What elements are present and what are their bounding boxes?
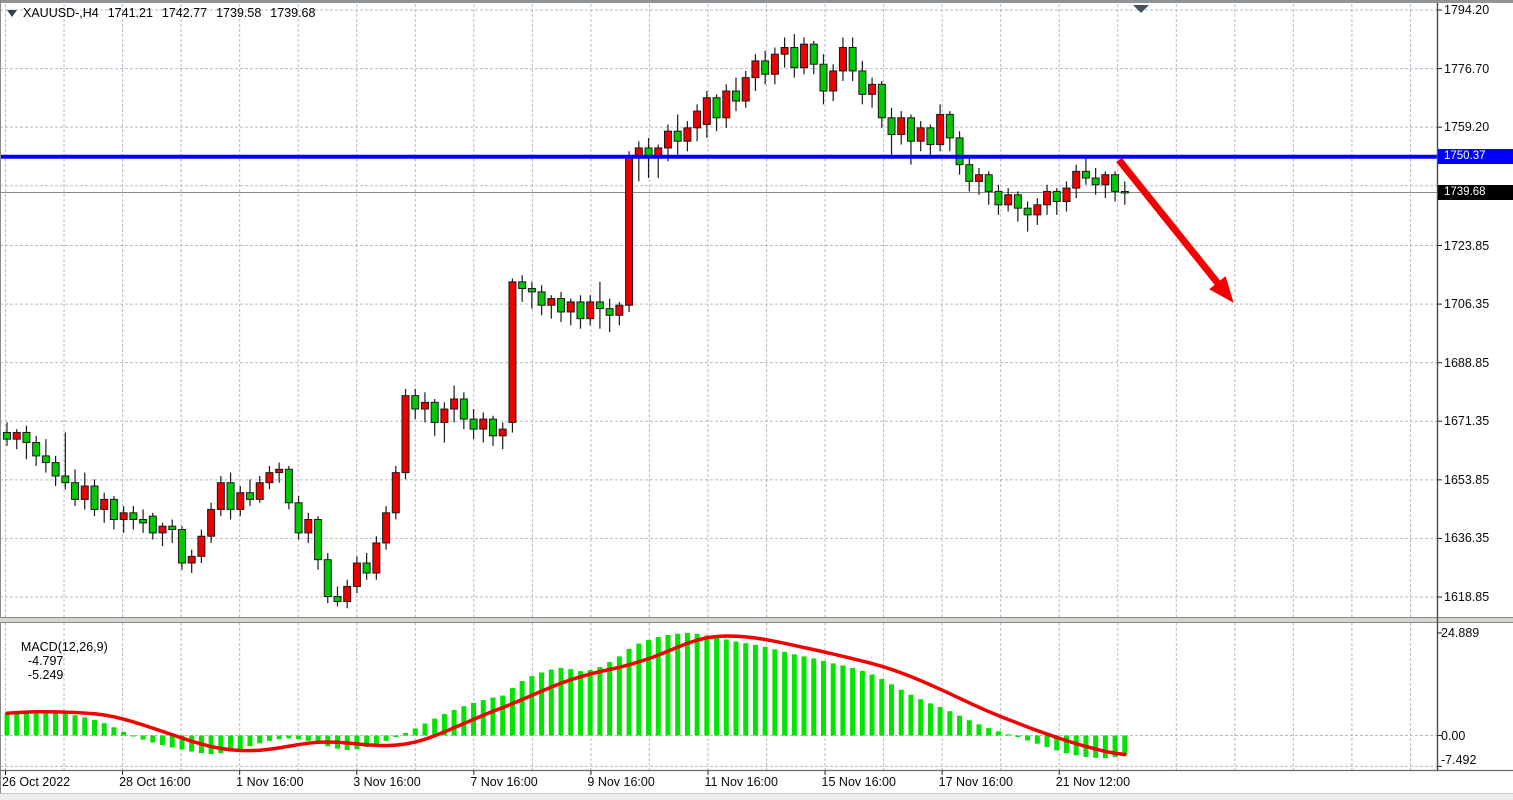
price-axis-label: 1653.85	[1444, 472, 1490, 487]
time-axis-label: 3 Nov 16:00	[353, 775, 421, 789]
ohlc-low: 1739.58	[216, 6, 262, 20]
time-axis-label: 1 Nov 16:00	[236, 775, 304, 789]
time-axis-label: 17 Nov 16:00	[938, 775, 1013, 789]
chart-header: XAUUSD-,H4 1741.21 1742.77 1739.58 1739.…	[7, 6, 315, 20]
time-axis-label: 26 Oct 2022	[2, 775, 71, 789]
price-axis-label: 1688.85	[1444, 355, 1490, 370]
time-axis-label: 21 Nov 12:00	[1055, 775, 1131, 789]
symbol-dropdown-icon[interactable]	[7, 9, 17, 17]
macd-layer	[4, 632, 1128, 759]
price-axis-label: 1618.85	[1444, 590, 1490, 604]
indicator-axis-label: 24.889	[1441, 626, 1480, 640]
macd-name: MACD(12,26,9)	[20, 640, 108, 654]
ohlc-high: 1742.77	[161, 6, 208, 20]
macd-signal-value: -5.249	[27, 668, 64, 682]
price-axis-label: 1636.35	[1444, 531, 1490, 546]
price-axis-label: 1706.35	[1444, 297, 1490, 312]
price-axis-label: 1776.70	[1444, 61, 1490, 76]
ohlc-close: 1739.68	[270, 6, 316, 20]
time-axis-label: 9 Nov 16:00	[587, 775, 655, 789]
hline-price-badge[interactable]: 1750.37	[1438, 149, 1513, 164]
trend-arrow[interactable]	[1116, 157, 1234, 303]
time-axis-label: 28 Oct 16:00	[119, 775, 191, 789]
indicator-axis-label: -7.492	[1441, 753, 1477, 767]
symbol-label: XAUUSD-,H4	[23, 6, 99, 20]
grid-layer	[0, 4, 1438, 771]
macd-indicator-label: MACD(12,26,9) -4.797 -5.249	[7, 626, 108, 696]
price-axis-label: 1794.20	[1444, 3, 1490, 17]
macd-signal-line	[5, 634, 1127, 757]
time-axis-label: 11 Nov 16:00	[704, 775, 778, 789]
macd-value: -4.797	[27, 654, 64, 668]
ohlc-open: 1741.21	[107, 6, 153, 20]
price-axis-label: 1723.85	[1444, 238, 1490, 253]
time-axis-label: 15 Nov 16:00	[821, 775, 896, 789]
indicator-axis-label: 0.00	[1441, 728, 1466, 743]
price-axis-label: 1671.35	[1444, 414, 1490, 429]
candlesticks-layer	[3, 34, 1129, 609]
price-axis-label: 1759.20	[1444, 120, 1490, 135]
chart-shift-marker-icon[interactable]	[1133, 5, 1149, 13]
time-axis-label: 7 Nov 16:00	[470, 775, 538, 789]
current-price-badge: 1739.68	[1438, 185, 1513, 200]
